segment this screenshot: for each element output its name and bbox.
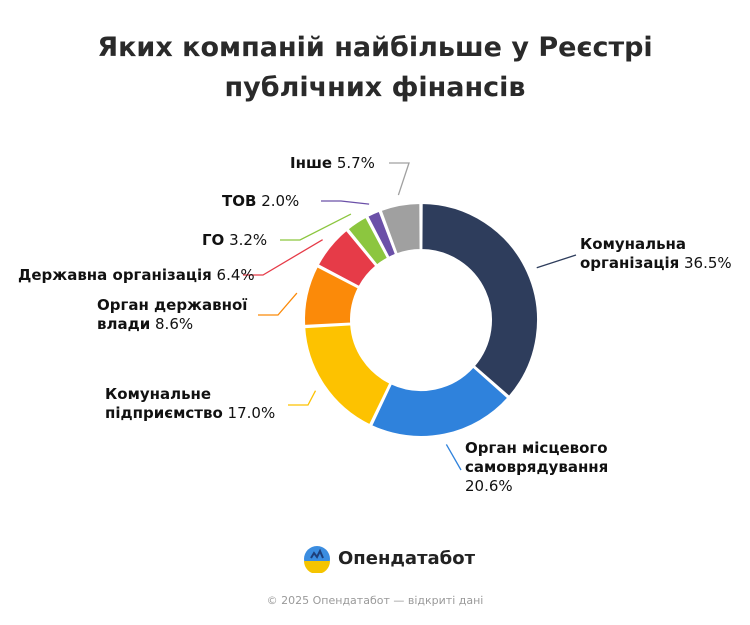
leader-line-1 [445, 444, 462, 471]
chart-title-line-2: публічних фінансів [224, 72, 526, 103]
slice-label-4: Державна організація 6.4% [18, 266, 255, 284]
slice-7 [379, 201, 422, 256]
leader-line-4 [243, 239, 323, 276]
leader-line-5 [280, 213, 352, 241]
slice-label-5: ГО 3.2% [202, 231, 267, 249]
slice-label-value: 2.0% [256, 192, 299, 210]
donut-slices [303, 201, 539, 438]
slice-label-value: 3.2% [224, 231, 267, 249]
leader-line-2 [288, 390, 317, 406]
slice-label-value: 17.0% [223, 404, 275, 422]
slice-label-3: Орган державної влади 8.6% [97, 296, 247, 333]
leader-line-7 [389, 162, 410, 196]
slice-label-name: Державна організація [18, 266, 212, 284]
slice-label-name: Орган місцевого [465, 439, 608, 457]
slice-label-name: Комунальне [105, 385, 211, 403]
footer-copyright: © 2025 Опендатабот — відкриті дані [266, 594, 484, 607]
slice-label-name: ТОВ [222, 192, 256, 210]
slice-0 [420, 201, 539, 399]
slice-4 [316, 228, 378, 289]
slice-labels: Комунальна організація 36.5% Орган місцево… [18, 154, 732, 495]
chart-title: Яких компаній найбільше у Реєстрі публіч… [0, 28, 750, 108]
slice-label-value: 6.4% [212, 266, 255, 284]
slice-label-name: організація [580, 254, 679, 272]
slice-label-name: підприємство [105, 404, 223, 422]
slice-1 [369, 365, 510, 438]
slice-label-value: 20.6% [465, 477, 513, 495]
slice-label-0: Комунальна організація 36.5% [580, 235, 732, 272]
leader-lines [243, 162, 577, 471]
slice-3 [303, 264, 361, 327]
slice-label-value: 8.6% [150, 315, 193, 333]
slice-label-1: Орган місцевого самоврядування 20.6% [465, 439, 608, 495]
leader-line-0 [536, 254, 577, 269]
slice-label-name: Орган державної [97, 296, 247, 314]
slice-label-name: ГО [202, 231, 224, 249]
slice-label-name: Інше [290, 154, 332, 172]
slice-label-name: Комунальна [580, 235, 686, 253]
slice-label-6: ТОВ 2.0% [222, 192, 299, 210]
slice-label-name: самоврядування [465, 458, 608, 476]
chart-title-line-1: Яких компаній найбільше у Реєстрі [97, 32, 653, 63]
leader-line-3 [258, 292, 298, 316]
slice-label-7: Інше 5.7% [290, 154, 375, 172]
slice-label-2: Комунальне підприємство 17.0% [105, 385, 275, 422]
slice-2 [303, 323, 392, 427]
brand: Опендатабот [302, 543, 475, 573]
leader-line-6 [321, 200, 370, 205]
brand-name: Опендатабот [338, 547, 476, 569]
opendatabot-logo-icon [304, 546, 330, 573]
slice-label-name: влади [97, 315, 150, 333]
slice-label-value: 5.7% [332, 154, 375, 172]
slice-label-value: 36.5% [679, 254, 731, 272]
